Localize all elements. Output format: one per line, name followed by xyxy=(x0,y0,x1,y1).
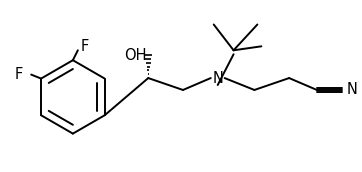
Text: N: N xyxy=(347,82,358,98)
Text: OH: OH xyxy=(124,48,146,63)
Text: F: F xyxy=(15,67,23,82)
Text: N: N xyxy=(212,71,223,85)
Text: F: F xyxy=(81,39,89,54)
